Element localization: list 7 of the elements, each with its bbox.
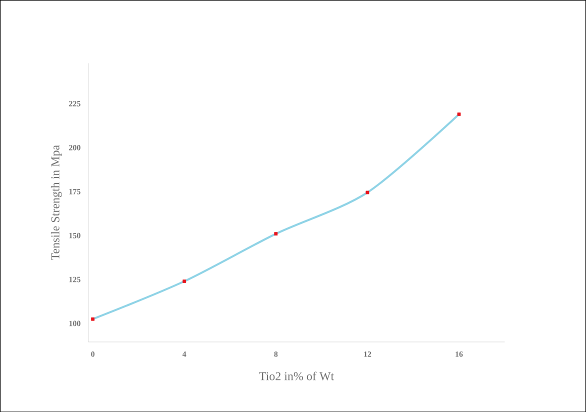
point <box>182 280 186 283</box>
point <box>91 317 94 321</box>
x-axis-title: Tio2 in% of Wt <box>259 372 334 380</box>
point <box>274 232 278 236</box>
point <box>366 190 370 194</box>
y-axis-title: Tensile Strength in Mpa <box>50 144 62 260</box>
point <box>457 112 461 116</box>
